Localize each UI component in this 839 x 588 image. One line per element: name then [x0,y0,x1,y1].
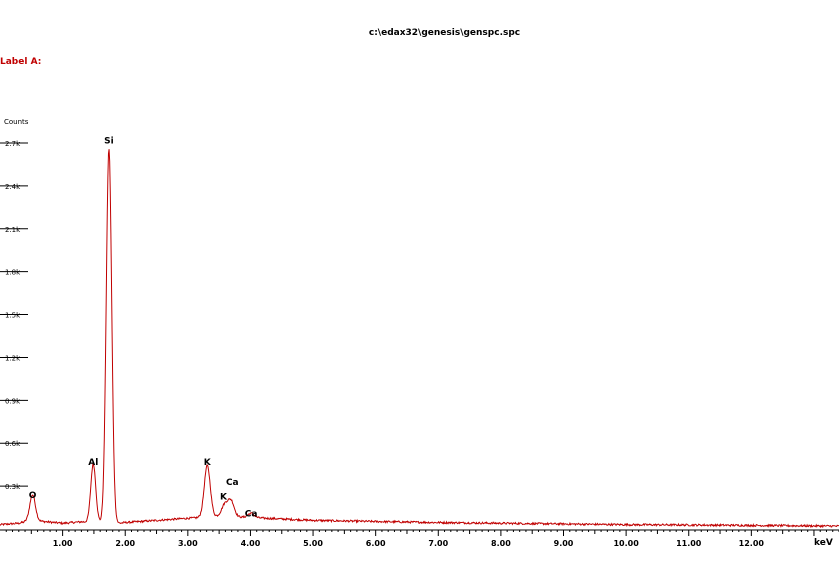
x-tick-label: 4.00 [241,539,261,548]
peak-label-al: Al [88,458,98,468]
y-tick-label: 2.4k [5,183,21,191]
file-path-title: c:\edax32\genesis\genspc.spc [368,28,521,38]
spectrum-line [0,149,839,529]
x-tick-label: 11.00 [676,539,702,548]
x-tick-label: 3.00 [178,539,198,548]
y-tick-label: 0.6k [5,440,21,448]
peak-labels: O Al Si K Ca K Ca [29,136,258,519]
peak-label-ca: Ca [226,478,239,488]
x-tick-label: 2.00 [115,539,135,548]
y-tick-label: 1.8k [5,269,21,277]
x-tick-label: 5.00 [303,539,323,548]
y-tick-label: 2.1k [5,226,21,234]
peak-label-ca: Ca [245,509,258,519]
x-tick-label: 12.00 [739,539,765,548]
peak-label-o: O [29,491,37,501]
y-tick-label: 0.9k [5,397,21,405]
peak-label-k: K [204,458,212,468]
x-tick-label: 8.00 [491,539,511,548]
x-tick-label: 1.00 [53,539,73,548]
y-axis: 0.3k 0.6k 0.9k 1.2k 1.5k 1.8k 2.1k 2.4k 2.7k [0,140,28,491]
y-tick-label: 0.3k [5,483,21,491]
x-axis-title: keV [814,538,833,548]
x-tick-label: 6.00 [366,539,386,548]
x-tick-label: 9.00 [554,539,574,548]
y-tick-label: 1.2k [5,354,21,362]
y-tick-label: 1.5k [5,312,21,320]
spectrum-label: Label A: [0,57,42,67]
peak-label-si: Si [104,136,114,146]
y-tick-label: 2.7k [5,140,21,148]
x-tick-label: 10.00 [613,539,639,548]
y-axis-title: Counts [4,118,29,126]
x-axis: 1.00 2.00 3.00 4.00 5.00 6.00 7.00 8.00 9.00 10.0… [0,529,839,548]
x-tick-label: 7.00 [428,539,448,548]
peak-label-k: K [220,492,228,502]
